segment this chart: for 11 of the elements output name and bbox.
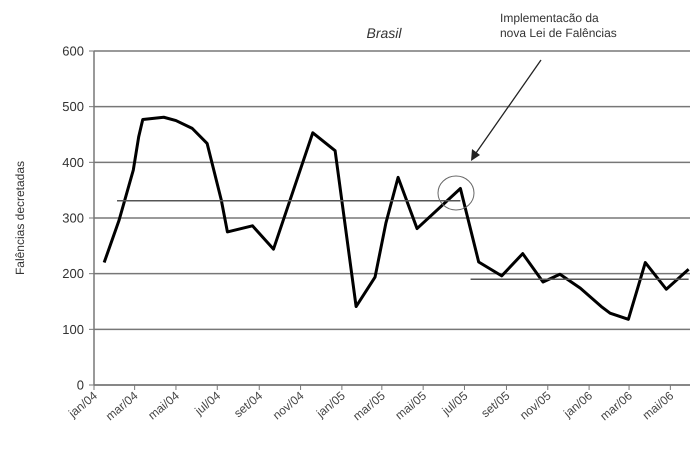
text: Implementacão da nova Lei de Falências <box>500 11 617 40</box>
y-tick-label: 500 <box>62 99 84 114</box>
y-axis-title: Falências decretadas <box>13 160 27 276</box>
line-series <box>102 116 690 321</box>
chart-title: Brasil <box>366 25 402 41</box>
y-tick-label: 600 <box>62 44 84 59</box>
y-tick-label: 0 <box>76 378 84 393</box>
y-tick-label: 400 <box>62 154 84 170</box>
y-tick-label: 200 <box>62 266 84 282</box>
y-tick-label: 300 <box>62 210 84 226</box>
y-tick-label: 100 <box>62 322 84 337</box>
